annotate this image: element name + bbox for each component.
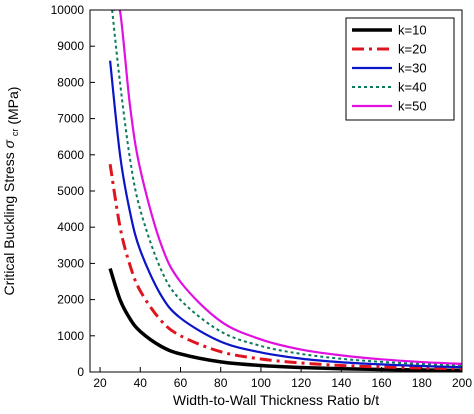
y-tick-label: 6000	[57, 148, 84, 162]
y-tick-label: 8000	[57, 75, 84, 89]
y-tick-label: 4000	[57, 220, 84, 234]
y-tick-label: 5000	[57, 184, 84, 198]
series-line-k-40	[111, 10, 462, 367]
x-axis: 20 40 60 80 100 120 140 160 180 200	[93, 367, 472, 390]
x-tick-label: 60	[174, 376, 188, 390]
y-axis-label: Critical Buckling Stress σ cr (MPa)	[1, 87, 21, 296]
series-line-k-10	[108, 267, 462, 372]
x-tick-label: 40	[134, 376, 148, 390]
y-axis: 0 1000 2000 3000 4000 5000 6000 7000 8000 9000 100…	[51, 3, 95, 379]
x-tick-label: 180	[412, 376, 432, 390]
y-tick-label: 2000	[57, 293, 84, 307]
series-line-k-20	[108, 163, 462, 371]
x-tick-label: 20	[93, 376, 107, 390]
y-axis-label-main: Critical Buckling Stress	[1, 152, 17, 295]
x-tick-label: 200	[452, 376, 472, 390]
y-tick-label: 3000	[57, 256, 84, 270]
x-tick-label: 140	[331, 376, 351, 390]
y-tick-label: 9000	[57, 39, 84, 53]
y-tick-label: 0	[77, 365, 84, 379]
x-tick-label: 160	[372, 376, 392, 390]
legend-label-k-50: k=50	[398, 99, 427, 114]
x-tick-label: 120	[291, 376, 311, 390]
x-tick-label: 80	[214, 376, 228, 390]
y-axis-label-symbol: σ	[1, 139, 17, 148]
y-tick-label: 1000	[57, 329, 84, 343]
y-axis-label-subscript: cr	[10, 129, 20, 137]
x-axis-label: Width-to-Wall Thickness Ratio b/t	[173, 392, 379, 408]
legend-label-k-20: k=20	[398, 42, 427, 57]
legend: k=10 k=20 k=30 k=40 k=50	[345, 17, 455, 121]
legend-label-k-10: k=10	[398, 23, 427, 38]
x-tick-label: 100	[251, 376, 271, 390]
legend-label-k-40: k=40	[398, 80, 427, 95]
series-line-k-50	[113, 10, 462, 365]
series-line-k-30	[109, 60, 462, 369]
y-tick-label: 7000	[57, 112, 84, 126]
legend-label-k-30: k=30	[398, 61, 427, 76]
y-tick-label: 10000	[51, 3, 85, 17]
y-axis-label-text: Critical Buckling Stress σ cr (MPa)	[1, 87, 21, 296]
y-axis-label-unit: (MPa)	[5, 87, 21, 125]
